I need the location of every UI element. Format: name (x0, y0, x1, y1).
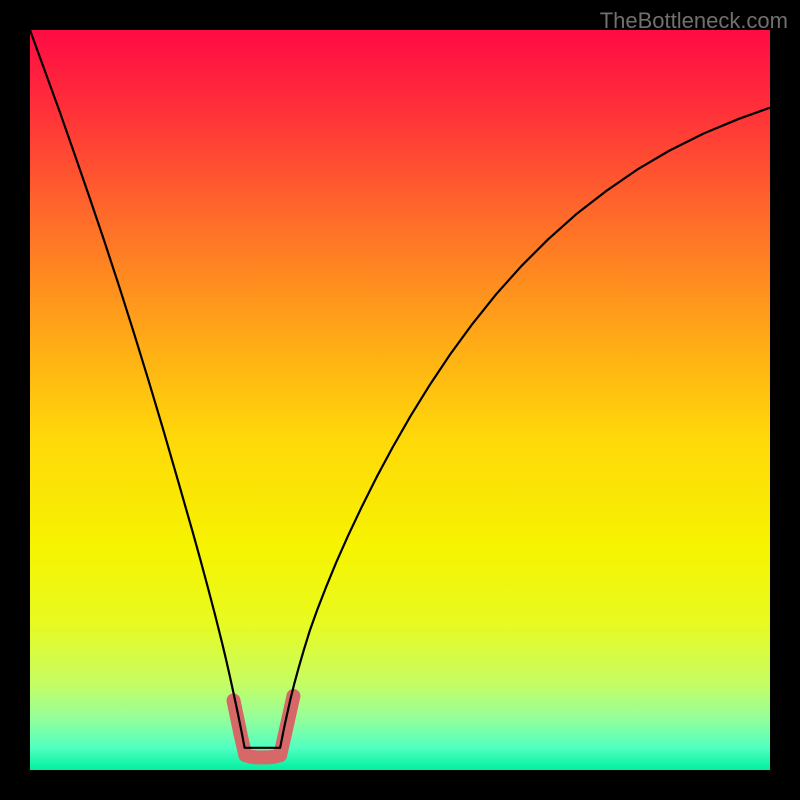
watermark-text: TheBottleneck.com (600, 8, 788, 34)
gradient-background (30, 30, 770, 770)
bottleneck-chart (30, 30, 770, 770)
chart-plot-area (30, 30, 770, 770)
